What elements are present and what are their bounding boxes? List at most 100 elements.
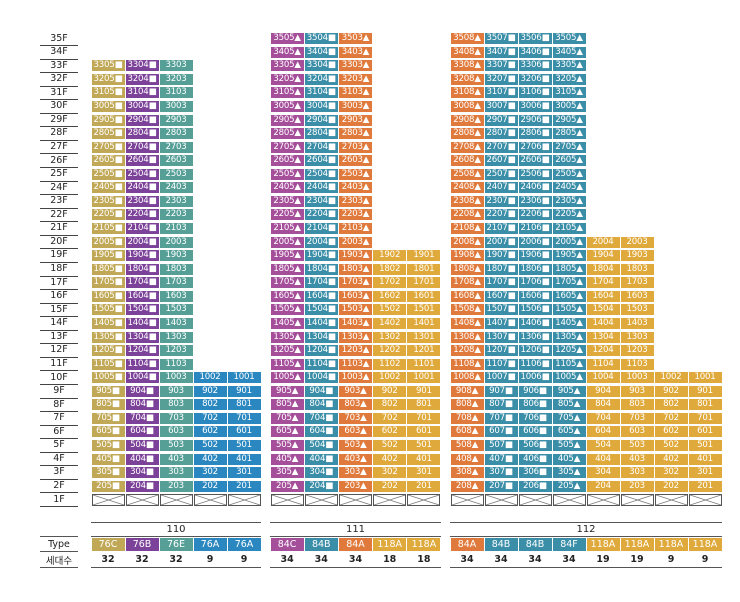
unit-cell[interactable]: 3406■ bbox=[518, 46, 552, 58]
unit-cell[interactable]: 602 bbox=[373, 426, 407, 438]
unit-cell[interactable]: 1501 bbox=[407, 304, 441, 316]
unit-cell[interactable]: 1403▲ bbox=[338, 317, 373, 329]
unit-cell[interactable]: 1405▲ bbox=[552, 317, 586, 329]
unit-cell[interactable]: 2503▲ bbox=[338, 168, 373, 180]
unit-cell[interactable]: 207■ bbox=[484, 480, 518, 492]
unit-cell[interactable]: 1503 bbox=[159, 304, 193, 316]
unit-cell[interactable]: 804 bbox=[586, 399, 620, 411]
unit-cell[interactable]: 3105■ bbox=[91, 87, 125, 99]
unit-cell[interactable]: 605▲ bbox=[270, 426, 304, 438]
unit-cell[interactable]: 304■ bbox=[304, 467, 338, 479]
unit-cell[interactable]: 502 bbox=[654, 440, 688, 451]
unit-cell[interactable]: 1604■ bbox=[125, 290, 159, 302]
unit-cell[interactable]: 903 bbox=[620, 385, 654, 397]
unit-cell[interactable]: 2804■ bbox=[304, 128, 338, 140]
unit-cell[interactable]: 1002 bbox=[193, 372, 227, 384]
unit-cell[interactable]: 802 bbox=[654, 399, 688, 411]
unit-cell[interactable]: 2806■ bbox=[518, 128, 552, 140]
unit-cell[interactable]: 305▲ bbox=[552, 467, 586, 479]
unit-cell[interactable]: 2706■ bbox=[518, 141, 552, 153]
unit-cell[interactable]: 1008▲ bbox=[450, 372, 484, 384]
unit-cell[interactable]: 2905▲ bbox=[552, 114, 586, 126]
unit-cell[interactable]: 606■ bbox=[518, 426, 552, 438]
unit-cell[interactable]: 202 bbox=[373, 480, 407, 492]
unit-cell[interactable]: 1004■ bbox=[125, 372, 159, 384]
unit-cell[interactable]: 3104■ bbox=[304, 87, 338, 99]
unit-cell[interactable]: 3304■ bbox=[304, 60, 338, 72]
unit-cell[interactable]: 3504■ bbox=[304, 33, 338, 45]
unit-cell[interactable]: 203 bbox=[620, 480, 654, 492]
unit-cell[interactable]: 1404■ bbox=[125, 317, 159, 329]
unit-cell[interactable]: 1506■ bbox=[518, 304, 552, 316]
unit-cell[interactable]: 2606■ bbox=[518, 155, 552, 167]
unit-cell[interactable]: 706■ bbox=[518, 412, 552, 424]
unit-cell[interactable]: 2704■ bbox=[125, 141, 159, 153]
unit-cell[interactable]: 903 bbox=[159, 385, 193, 397]
unit-cell[interactable]: 2204■ bbox=[125, 209, 159, 221]
unit-cell[interactable]: 2905▲ bbox=[270, 114, 304, 126]
unit-cell[interactable]: 2404■ bbox=[125, 182, 159, 194]
unit-cell[interactable]: 1104■ bbox=[304, 358, 338, 370]
unit-cell[interactable]: 3404■ bbox=[304, 46, 338, 58]
unit-cell[interactable]: 3403▲ bbox=[338, 46, 373, 58]
unit-cell[interactable]: 1307■ bbox=[484, 331, 518, 343]
unit-cell[interactable]: 802 bbox=[193, 399, 227, 411]
unit-cell[interactable]: 3005▲ bbox=[552, 101, 586, 112]
unit-cell[interactable]: 705■ bbox=[91, 412, 125, 424]
unit-cell[interactable]: 2103 bbox=[159, 223, 193, 235]
unit-cell[interactable]: 303 bbox=[159, 467, 193, 479]
unit-cell[interactable]: 2405▲ bbox=[270, 182, 304, 194]
unit-cell[interactable]: 1705■ bbox=[91, 277, 125, 289]
unit-cell[interactable]: 601 bbox=[688, 426, 722, 438]
unit-cell[interactable]: 3305▲ bbox=[552, 60, 586, 72]
unit-cell[interactable]: 2005▲ bbox=[270, 236, 304, 248]
unit-cell[interactable]: 904■ bbox=[125, 385, 159, 397]
unit-cell[interactable]: 2408▲ bbox=[450, 182, 484, 194]
unit-cell[interactable]: 604■ bbox=[304, 426, 338, 438]
unit-cell[interactable]: 1708▲ bbox=[450, 277, 484, 289]
unit-cell[interactable]: 1304 bbox=[586, 331, 620, 343]
unit-cell[interactable]: 1001 bbox=[688, 372, 722, 384]
unit-cell[interactable]: 1902 bbox=[373, 250, 407, 262]
unit-cell[interactable]: 1508▲ bbox=[450, 304, 484, 316]
unit-cell[interactable]: 1302 bbox=[373, 331, 407, 343]
unit-cell[interactable]: 2003 bbox=[159, 236, 193, 248]
unit-cell[interactable]: 1504 bbox=[586, 304, 620, 316]
unit-cell[interactable]: 2805■ bbox=[91, 128, 125, 140]
unit-cell[interactable]: 2104■ bbox=[304, 223, 338, 235]
unit-cell[interactable]: 2704■ bbox=[304, 141, 338, 153]
unit-cell[interactable]: 1005▲ bbox=[270, 372, 304, 384]
unit-cell[interactable]: 203▲ bbox=[338, 480, 373, 492]
unit-cell[interactable]: 304 bbox=[586, 467, 620, 479]
unit-cell[interactable]: 1807■ bbox=[484, 263, 518, 275]
unit-cell[interactable]: 2803 bbox=[159, 128, 193, 140]
unit-cell[interactable]: 804■ bbox=[304, 399, 338, 411]
unit-cell[interactable]: 3205▲ bbox=[270, 73, 304, 85]
unit-cell[interactable]: 401 bbox=[227, 453, 261, 465]
unit-cell[interactable]: 1001 bbox=[407, 372, 441, 384]
unit-cell[interactable]: 2504■ bbox=[304, 168, 338, 180]
unit-cell[interactable]: 502 bbox=[193, 440, 227, 451]
unit-cell[interactable]: 703 bbox=[159, 412, 193, 424]
unit-cell[interactable]: 901 bbox=[227, 385, 261, 397]
unit-cell[interactable]: 1705▲ bbox=[552, 277, 586, 289]
unit-cell[interactable]: 2204■ bbox=[304, 209, 338, 221]
unit-cell[interactable]: 3508▲ bbox=[450, 33, 484, 45]
unit-cell[interactable]: 1003▲ bbox=[338, 372, 373, 384]
unit-cell[interactable]: 306■ bbox=[518, 467, 552, 479]
unit-cell[interactable]: 1505▲ bbox=[552, 304, 586, 316]
unit-cell[interactable]: 2304■ bbox=[304, 195, 338, 207]
unit-cell[interactable]: 402 bbox=[193, 453, 227, 465]
unit-cell[interactable]: 204■ bbox=[125, 480, 159, 492]
unit-cell[interactable]: 505■ bbox=[91, 440, 125, 451]
unit-cell[interactable]: 2004■ bbox=[125, 236, 159, 248]
unit-cell[interactable]: 205▲ bbox=[270, 480, 304, 492]
unit-cell[interactable]: 1906■ bbox=[518, 250, 552, 262]
unit-cell[interactable]: 2904■ bbox=[125, 114, 159, 126]
unit-cell[interactable]: 1005■ bbox=[91, 372, 125, 384]
unit-cell[interactable]: 2805▲ bbox=[270, 128, 304, 140]
unit-cell[interactable]: 603 bbox=[159, 426, 193, 438]
unit-cell[interactable]: 2807■ bbox=[484, 128, 518, 140]
unit-cell[interactable]: 1105▲ bbox=[270, 358, 304, 370]
unit-cell[interactable]: 806■ bbox=[518, 399, 552, 411]
